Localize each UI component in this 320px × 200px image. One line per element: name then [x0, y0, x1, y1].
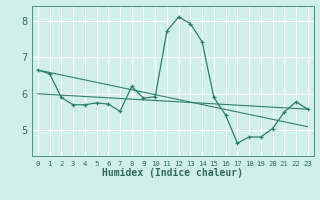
X-axis label: Humidex (Indice chaleur): Humidex (Indice chaleur) [102, 168, 243, 178]
